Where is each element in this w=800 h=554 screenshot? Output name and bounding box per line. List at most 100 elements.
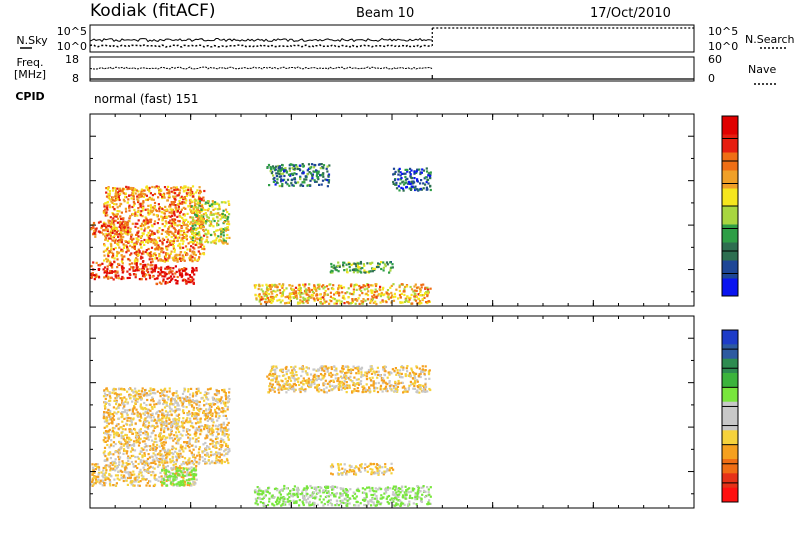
- echo-cell: [94, 464, 97, 468]
- echo-cell: [210, 211, 213, 214]
- echo-cell: [106, 433, 109, 436]
- echo-cell: [138, 441, 141, 444]
- echo-cell: [390, 291, 393, 294]
- echo-cell: [319, 302, 322, 305]
- echo-cell: [137, 462, 140, 466]
- freq-trace: [89, 66, 433, 70]
- echo-cell: [107, 430, 110, 433]
- echo-cell: [190, 400, 193, 403]
- echo-cell: [171, 448, 174, 451]
- echo-cell: [142, 466, 145, 469]
- echo-cell: [221, 212, 224, 216]
- echo-cell: [178, 211, 182, 214]
- echo-cell: [267, 288, 270, 291]
- echo-cell: [420, 188, 423, 191]
- echo-cell: [125, 434, 128, 437]
- echo-cell: [218, 205, 221, 208]
- echo-cell: [308, 296, 311, 299]
- echo-cell: [293, 167, 296, 170]
- echo-cell: [382, 269, 385, 272]
- echo-cell: [94, 468, 98, 471]
- echo-cell: [114, 189, 117, 192]
- echo-cell: [167, 189, 170, 192]
- echo-cell: [266, 296, 270, 300]
- echo-cell: [172, 439, 175, 442]
- echo-cell: [143, 189, 146, 192]
- echo-cell: [176, 275, 179, 279]
- echo-cell: [192, 195, 195, 198]
- echo-cell: [220, 227, 223, 230]
- echo-cell: [203, 450, 206, 453]
- echo-cell: [315, 170, 319, 173]
- echo-cell: [301, 492, 304, 495]
- echo-cell: [191, 399, 194, 402]
- echo-cell: [194, 469, 197, 472]
- echo-cell: [409, 167, 412, 170]
- echo-cell: [155, 185, 158, 188]
- echo-cell: [118, 222, 122, 225]
- echo-cell: [117, 196, 120, 199]
- echo-cell: [155, 282, 158, 285]
- echo-cell: [178, 270, 181, 273]
- echo-cell: [103, 446, 107, 449]
- echo-cell: [122, 277, 125, 280]
- echo-cell: [394, 495, 397, 498]
- echo-cell: [136, 222, 139, 225]
- echo-cell: [106, 201, 110, 204]
- echo-cell: [145, 186, 148, 189]
- echo-cell: [153, 403, 156, 406]
- echo-cell: [192, 234, 195, 237]
- echo-cell: [420, 302, 423, 305]
- echo-cell: [153, 446, 156, 450]
- echo-cell: [160, 481, 164, 484]
- echo-cell: [177, 397, 180, 400]
- echo-cell: [153, 192, 157, 196]
- echo-cell: [140, 240, 143, 243]
- echo-cell: [416, 497, 419, 501]
- echo-cell: [149, 251, 153, 254]
- echo-cell: [151, 233, 154, 236]
- echo-cell: [127, 258, 130, 261]
- echo-cell: [413, 181, 416, 184]
- echo-cell: [190, 484, 193, 487]
- echo-cell: [226, 396, 230, 399]
- echo-cell: [336, 264, 339, 267]
- echo-cell: [340, 286, 343, 290]
- echo-cell: [276, 286, 279, 289]
- echo-cell: [161, 484, 164, 487]
- echo-cell: [113, 433, 116, 436]
- echo-cell: [385, 292, 388, 295]
- echo-cell: [172, 463, 175, 467]
- echo-cell: [125, 461, 128, 465]
- echo-cell: [408, 496, 411, 499]
- echo-cell: [195, 387, 198, 391]
- echo-cell: [211, 418, 215, 421]
- echo-cell: [339, 302, 342, 305]
- echo-cell: [139, 450, 142, 453]
- echo-cell: [206, 419, 209, 422]
- echo-cell: [117, 395, 120, 398]
- echo-cell: [343, 302, 346, 305]
- echo-cell: [271, 297, 274, 300]
- echo-cell: [191, 469, 194, 472]
- echo-cell: [359, 286, 362, 289]
- echo-cell: [386, 500, 389, 503]
- echo-cell: [397, 297, 400, 300]
- echo-cell: [203, 458, 206, 461]
- echo-cell: [145, 460, 148, 463]
- echo-cell: [135, 242, 138, 245]
- echo-cell: [185, 474, 188, 477]
- echo-cell: [128, 388, 131, 391]
- echo-cell: [170, 414, 173, 417]
- echo-cell: [254, 497, 257, 500]
- echo-cell: [332, 493, 335, 496]
- echo-cell: [155, 443, 159, 447]
- echo-cell: [329, 295, 332, 298]
- echo-cell: [165, 208, 168, 211]
- echo-cell: [136, 258, 139, 261]
- echo-cell: [191, 473, 194, 476]
- echo-cell: [283, 178, 286, 181]
- echo-cell: [216, 430, 219, 434]
- echo-cell: [116, 213, 119, 216]
- echo-cell: [140, 241, 143, 244]
